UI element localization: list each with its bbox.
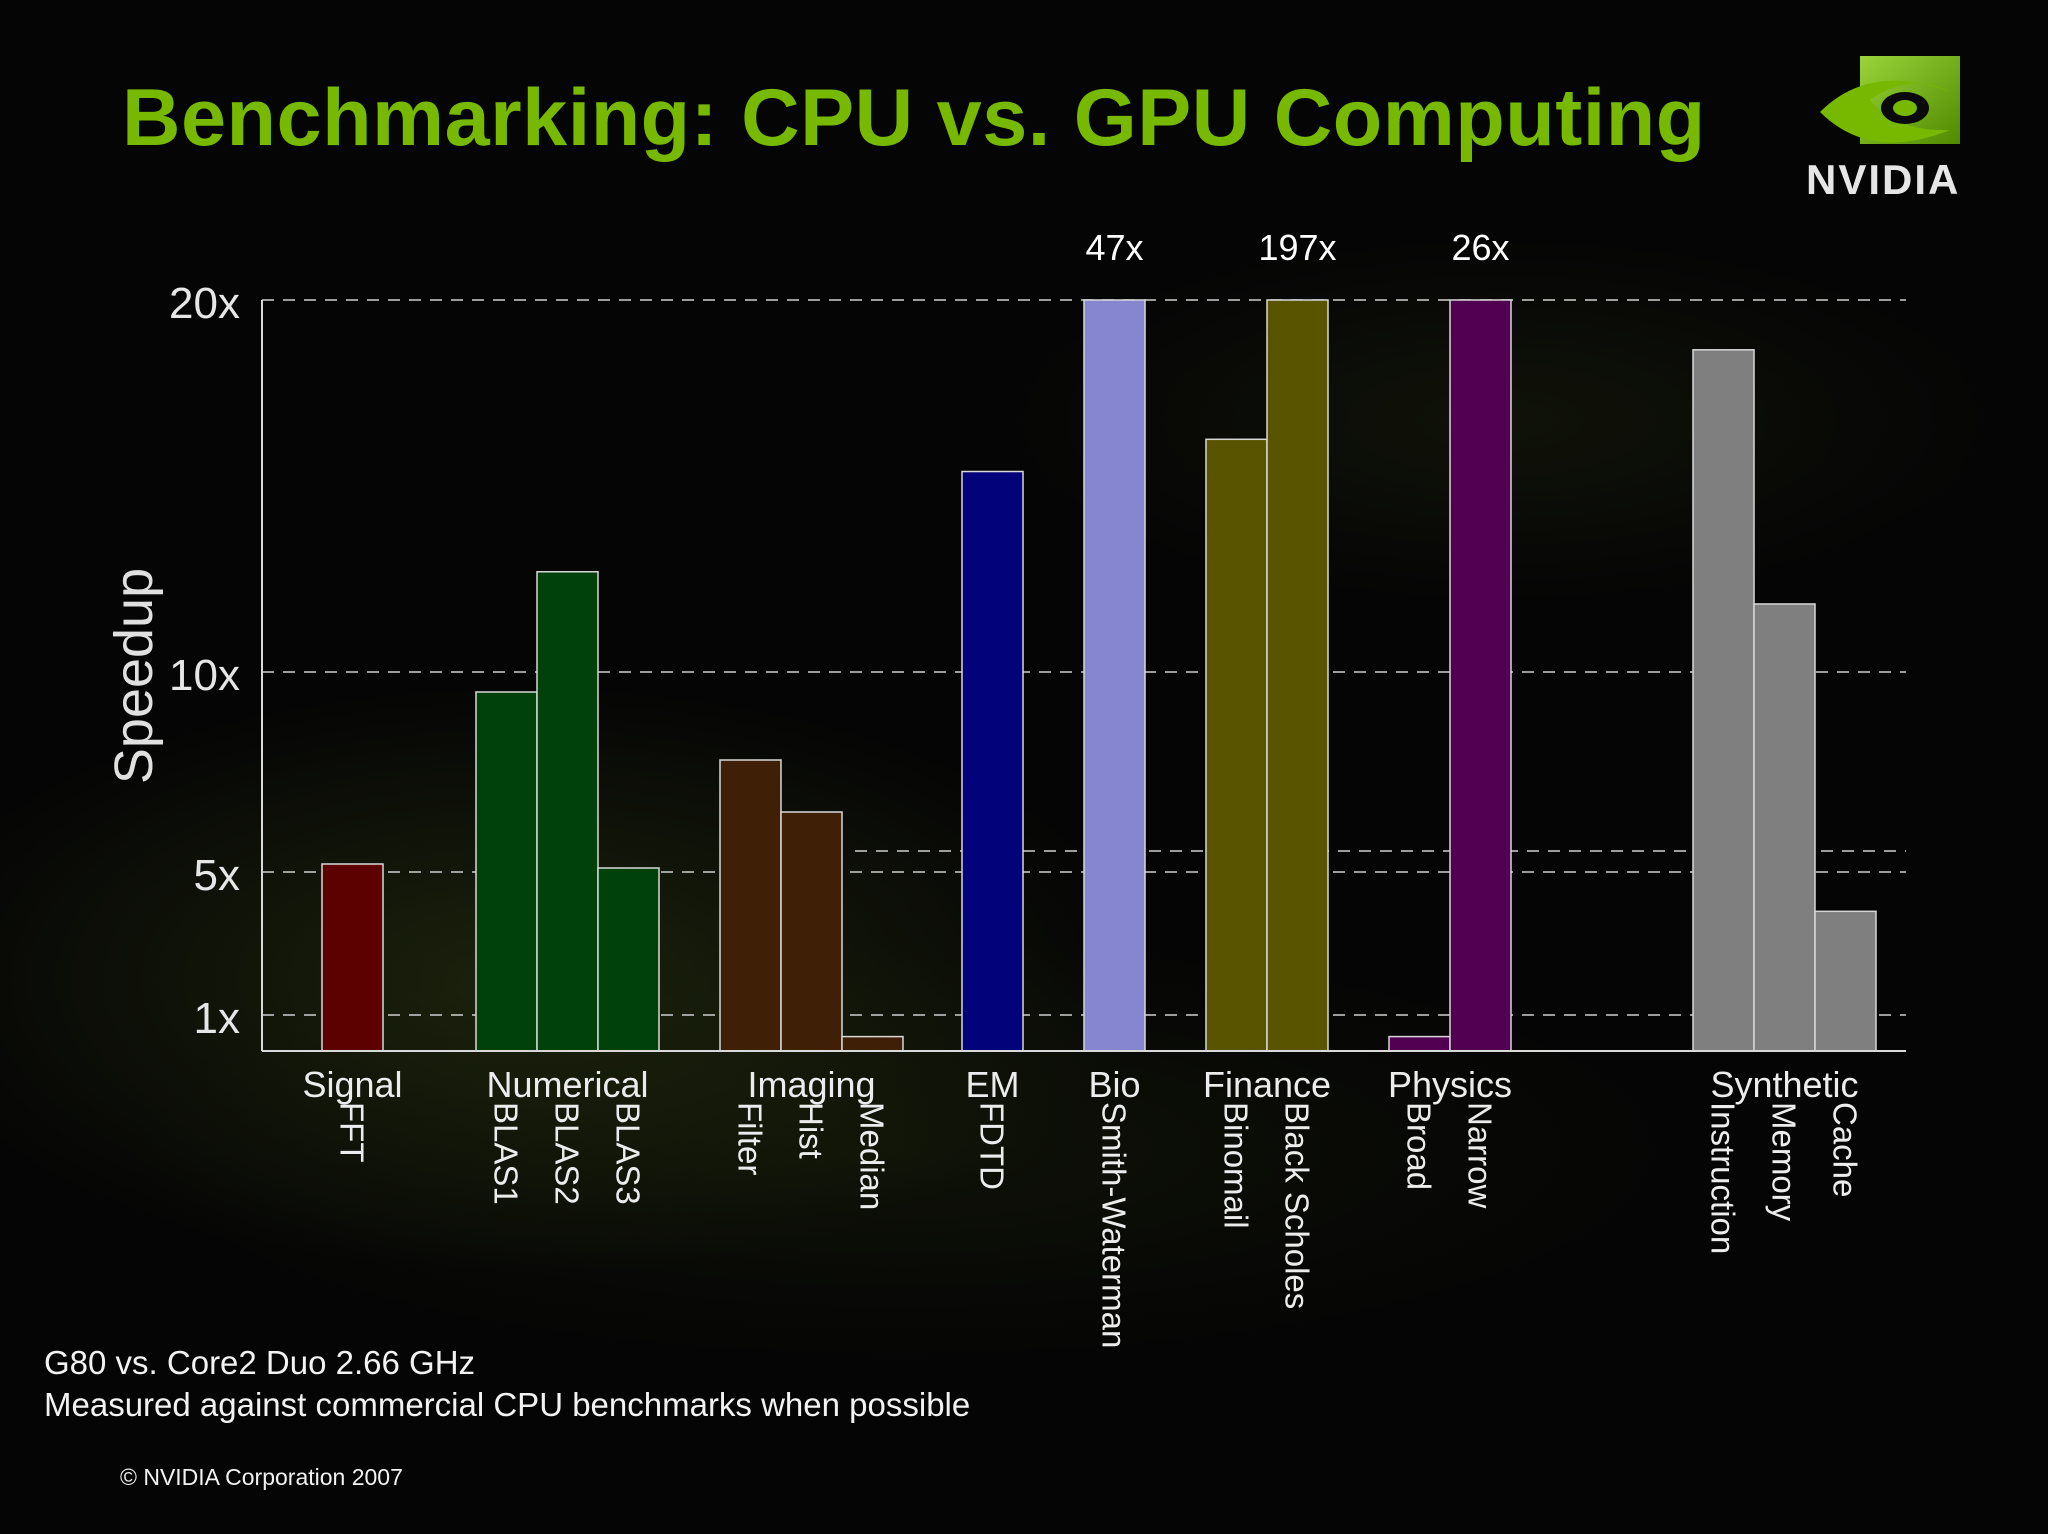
bar-blas3 xyxy=(597,867,660,1052)
bar-blas1 xyxy=(475,691,538,1052)
bar-smith-waterman xyxy=(1083,299,1146,1052)
bar-fft xyxy=(321,863,384,1052)
group-label-numerical: Numerical xyxy=(486,1064,648,1105)
bar-median xyxy=(841,1035,904,1052)
bar-binomail xyxy=(1205,438,1268,1052)
bar-label: Smith-Waterman xyxy=(1096,1102,1133,1348)
bar-label: BLAS3 xyxy=(610,1102,647,1205)
bar-instruction xyxy=(1692,349,1755,1052)
bar-filter xyxy=(719,759,782,1052)
group-label-signal: Signal xyxy=(302,1064,402,1105)
footnote: G80 vs. Core2 Duo 2.66 GHz Measured agai… xyxy=(44,1342,970,1426)
nvidia-eye-logo-icon xyxy=(1820,56,1960,144)
bar-label: Median xyxy=(854,1102,891,1210)
group-label-imaging: Imaging xyxy=(747,1064,875,1105)
bar-fdtd xyxy=(961,470,1024,1052)
bar-annotation: 26x xyxy=(1451,227,1509,268)
bar-label: Cache xyxy=(1827,1102,1864,1197)
footnote-line-1: G80 vs. Core2 Duo 2.66 GHz xyxy=(44,1344,476,1381)
bar-label: BLAS2 xyxy=(549,1102,586,1205)
bar-memory xyxy=(1753,603,1816,1052)
bar-label: Filter xyxy=(732,1102,769,1175)
bar-hist xyxy=(780,811,843,1052)
bar-label: BLAS1 xyxy=(488,1102,525,1205)
bar-label: Hist xyxy=(793,1102,830,1159)
bar-label: Black Scholes xyxy=(1279,1102,1316,1309)
bar-label: Narrow xyxy=(1462,1102,1499,1209)
bar-label: FFT xyxy=(334,1102,371,1162)
bar-annotation: 47x xyxy=(1085,227,1143,268)
bar-narrow xyxy=(1449,299,1512,1052)
y-tick-label: 10x xyxy=(169,651,240,700)
bar-broad xyxy=(1388,1035,1451,1052)
bar-label: FDTD xyxy=(974,1102,1011,1190)
y-tick-label: 1x xyxy=(194,994,240,1043)
slide-title: Benchmarking: CPU vs. GPU Computing xyxy=(122,73,1706,163)
bar-blas2 xyxy=(536,571,599,1052)
bar-cache xyxy=(1814,910,1877,1052)
group-label-bio: Bio xyxy=(1088,1064,1140,1105)
bar-label: Memory xyxy=(1766,1102,1803,1222)
nvidia-wordmark: NVIDIA xyxy=(1806,156,1961,203)
y-axis-label: Speedup xyxy=(104,568,164,784)
group-label-finance: Finance xyxy=(1203,1064,1331,1105)
copyright: © NVIDIA Corporation 2007 xyxy=(120,1464,403,1490)
group-label-physics: Physics xyxy=(1388,1064,1512,1105)
y-tick-label: 5x xyxy=(194,851,240,900)
bar-annotation: 197x xyxy=(1258,227,1336,268)
footnote-line-2: Measured against commercial CPU benchmar… xyxy=(44,1386,971,1423)
group-label-em: EM xyxy=(966,1064,1020,1105)
bar-label: Binomail xyxy=(1218,1102,1255,1229)
bar-label: Instruction xyxy=(1705,1102,1742,1254)
bar-label: Broad xyxy=(1401,1102,1438,1190)
group-label-synthetic: Synthetic xyxy=(1710,1064,1858,1105)
y-tick-label: 20x xyxy=(169,279,240,328)
bar-black-scholes xyxy=(1266,299,1329,1052)
